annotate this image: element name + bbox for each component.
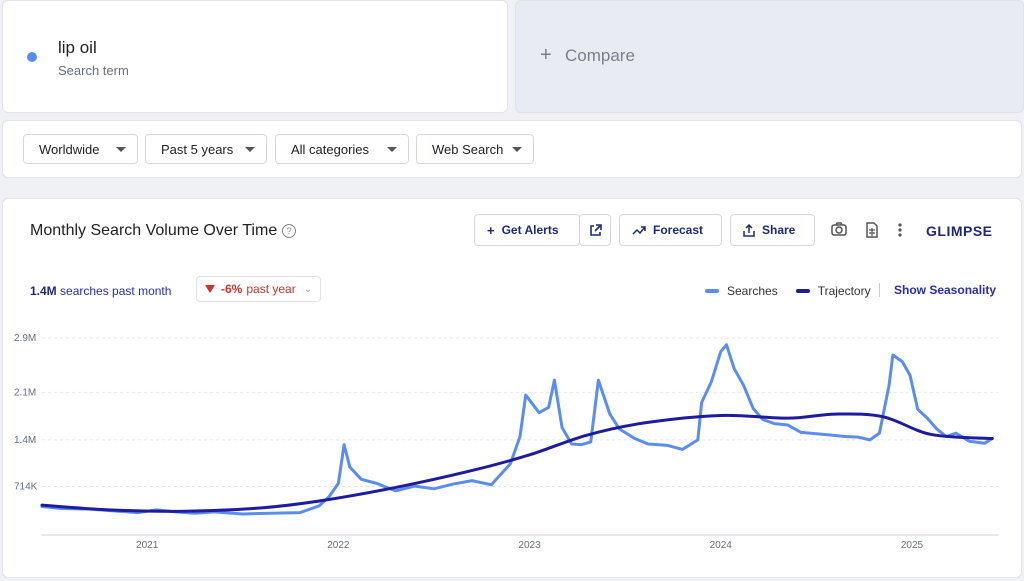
trajectory-series-line xyxy=(40,412,994,513)
chart-grid: 714K 1.4M 2.1M 2.9M xyxy=(14,333,998,536)
get-alerts-button[interactable]: + Get Alerts xyxy=(474,214,580,246)
open-external-button[interactable] xyxy=(579,214,611,246)
time-range-dropdown[interactable]: Past 5 years xyxy=(145,134,267,164)
category-value: All categories xyxy=(291,141,370,157)
search-term-subtitle: Search term xyxy=(58,63,129,78)
series-color-dot xyxy=(27,52,37,62)
x-tick-label: 2021 xyxy=(136,540,159,551)
camera-icon[interactable] xyxy=(831,222,847,240)
more-options-icon[interactable] xyxy=(897,222,903,242)
caret-down-icon xyxy=(512,147,522,152)
show-seasonality-link[interactable]: Show Seasonality xyxy=(894,283,997,297)
yoy-change-dropdown[interactable]: -6% past year ⌄ xyxy=(196,276,321,302)
spreadsheet-icon[interactable] xyxy=(865,222,879,242)
x-axis: 2021 2022 2023 2024 2025 xyxy=(136,540,923,551)
trend-up-icon xyxy=(632,226,646,235)
x-tick-label: 2022 xyxy=(327,540,350,551)
caret-down-icon xyxy=(116,147,126,152)
y-tick-label: 714K xyxy=(14,481,38,492)
search-term-title: lip oil xyxy=(58,38,97,57)
search-term-card[interactable]: lip oil Search term xyxy=(2,0,508,113)
external-link-icon xyxy=(589,223,602,236)
chart-panel xyxy=(2,198,1022,578)
monthly-searches-label: searches past month xyxy=(60,284,172,298)
search-volume-chart: 714K 1.4M 2.1M 2.9M 2021 2022 2023 2024 2025 xyxy=(14,333,998,551)
glimpse-logo: GLIMPSE xyxy=(926,223,993,239)
x-tick-label: 2023 xyxy=(518,540,541,551)
y-tick-label: 2.9M xyxy=(14,333,36,344)
chart-series xyxy=(40,343,994,516)
get-alerts-label: Get Alerts xyxy=(501,223,559,237)
region-value: Worldwide xyxy=(39,141,100,157)
share-label: Share xyxy=(762,223,796,237)
chevron-down-icon: ⌄ xyxy=(303,283,313,295)
share-button[interactable]: Share xyxy=(730,214,815,246)
monthly-searches-value: 1.4M xyxy=(30,284,57,298)
help-icon[interactable]: ? xyxy=(282,224,296,238)
plus-icon: + xyxy=(487,222,495,238)
time-range-value: Past 5 years xyxy=(161,141,234,157)
source-value: Web Search xyxy=(432,141,504,157)
forecast-button[interactable]: Forecast xyxy=(619,214,722,246)
caret-down-icon xyxy=(245,147,255,152)
chart-panel-title: Monthly Search Volume Over Time xyxy=(30,222,278,239)
yoy-change-value: -6% xyxy=(221,282,243,296)
x-tick-label: 2024 xyxy=(710,540,733,551)
y-tick-label: 2.1M xyxy=(14,387,36,398)
monthly-searches-stat: 1.4M searches past month xyxy=(30,284,171,298)
legend-trajectory-swatch xyxy=(795,289,810,293)
legend-searches-label: Searches xyxy=(727,284,778,298)
caret-down-icon xyxy=(387,147,397,152)
legend-trajectory-label: Trajectory xyxy=(817,284,871,298)
source-dropdown[interactable]: Web Search xyxy=(416,134,534,164)
legend-divider xyxy=(879,283,880,297)
forecast-label: Forecast xyxy=(653,223,704,237)
y-tick-label: 1.4M xyxy=(14,435,36,446)
searches-series-line xyxy=(40,343,994,516)
x-tick-label: 2025 xyxy=(901,540,924,551)
legend-searches-swatch xyxy=(705,289,719,293)
category-dropdown[interactable]: All categories xyxy=(275,134,409,164)
chart-legend: Searches Trajectory xyxy=(705,284,871,298)
compare-button-label[interactable]: Compare xyxy=(565,46,635,65)
compare-card[interactable] xyxy=(515,0,1024,113)
yoy-change-label: past year xyxy=(246,282,296,296)
share-icon xyxy=(743,223,755,237)
plus-icon[interactable]: + xyxy=(540,44,552,66)
region-dropdown[interactable]: Worldwide xyxy=(23,134,138,164)
down-triangle-icon xyxy=(205,285,215,293)
